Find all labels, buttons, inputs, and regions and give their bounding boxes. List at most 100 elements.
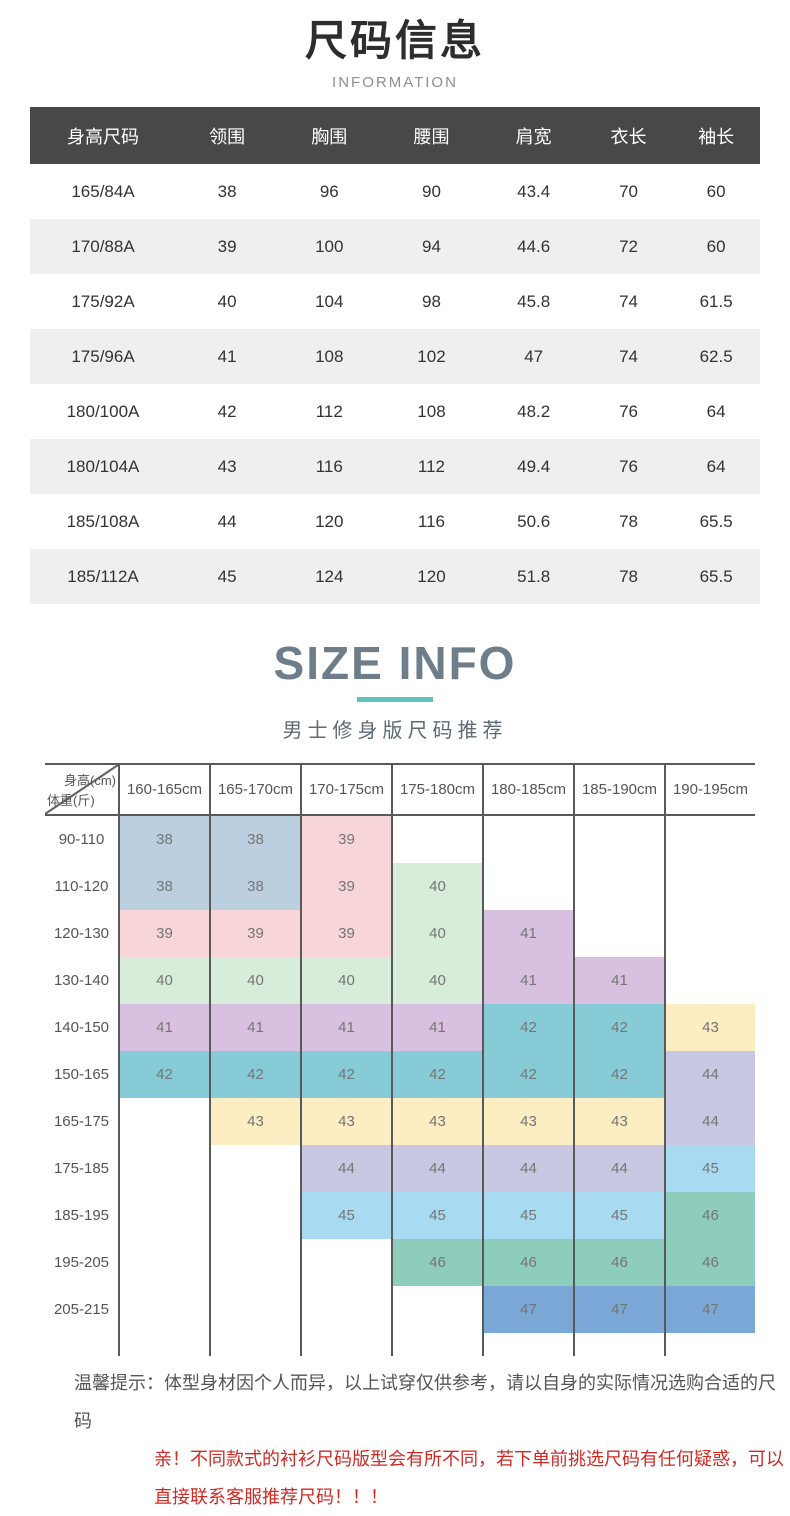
table-cell: 96 [319,181,339,201]
column-header: 胸围 [311,126,348,147]
weight-row-label: 185-195 [53,1207,110,1224]
note-line-3: 直接联系客服推荐尺码！！！ [154,1487,388,1507]
size-cell: 47 [664,1286,755,1333]
table-cell: 39 [217,236,237,256]
size-cell: 44 [300,1145,391,1192]
size-cell: 43 [664,1004,755,1051]
column-header: 袖长 [698,126,735,147]
table-cell: 108 [417,401,446,421]
size-cell: 44 [482,1145,573,1192]
empty-cell [209,1239,300,1286]
table-cell: 43 [217,456,237,476]
size-cell: 41 [391,1004,482,1051]
size-cell: 43 [300,1098,391,1145]
height-column-header: 175-180cm [391,763,482,816]
table-cell: 112 [315,401,343,421]
table-cell: 60 [706,181,726,201]
table-cell: 42 [217,401,237,421]
table-cell: 94 [422,236,441,256]
table-row: 175/92A 40 104 98 45.8 74 61.5 [30,274,760,329]
size-cell: 44 [664,1098,755,1145]
column-header: 领围 [209,126,246,147]
table-cell: 72 [619,236,638,256]
size-cell: 42 [118,1051,209,1098]
empty-cell [664,910,755,957]
table-cell: 41 [217,346,237,366]
size-cell: 41 [209,1004,300,1051]
size-cell: 41 [118,1004,209,1051]
weight-row-label: 165-175 [53,1113,110,1130]
size-cell: 44 [664,1051,755,1098]
measurement-table: 身高尺码 领围 胸围 腰围 肩宽 衣长 袖长 165/84A 38 96 90 43.4… [30,107,760,604]
size-cell: 45 [300,1192,391,1239]
table-cell: 98 [422,291,441,311]
column-header: 衣长 [610,126,647,147]
height-column-header: 160-165cm [118,763,209,816]
grid-corner-cell: 身高(cm) 体重(斤) [45,763,118,816]
table-row: 165/84A 38 96 90 43.4 70 60 [30,164,760,219]
empty-cell [573,910,664,957]
table-cell: 76 [619,456,638,476]
table-cell: 45.8 [517,291,551,311]
recommend-grid: 身高(cm) 体重(斤) 160-165cm 165-170cm 170-175… [45,763,790,1356]
table-cell: 49.4 [517,456,551,476]
size-cell: 42 [482,1004,573,1051]
grid-stub-cell [664,1333,755,1356]
table-cell: 70 [619,181,638,201]
table-cell: 165/84A [71,181,135,201]
table-cell: 116 [315,456,343,476]
size-cell: 39 [209,910,300,957]
empty-cell [482,816,573,863]
page-title: 尺码信息 [304,17,485,64]
empty-cell [118,1286,209,1333]
size-cell: 38 [209,816,300,863]
height-column-header: 165-170cm [209,763,300,816]
table-cell: 185/112A [67,566,139,586]
size-info-section: SIZE INFO 男士修身版尺码推荐 [0,638,790,743]
size-cell: 45 [664,1145,755,1192]
table-cell: 170/88A [71,236,135,256]
size-cell: 39 [300,910,391,957]
size-cell: 43 [209,1098,300,1145]
table-cell: 116 [417,511,446,531]
table-cell: 64 [706,401,726,421]
table-cell: 44 [217,511,237,531]
grid-stub-cell [300,1333,391,1356]
size-cell: 38 [118,863,209,910]
size-cell: 45 [391,1192,482,1239]
grid-stub-cell [482,1333,573,1356]
table-row: 175/96A 41 108 102 47 74 62.5 [30,329,760,384]
size-cell: 43 [573,1098,664,1145]
empty-cell [573,863,664,910]
grid-stub-cell [118,1333,209,1356]
size-cell: 47 [482,1286,573,1333]
empty-cell [118,1239,209,1286]
height-column-header: 190-195cm [664,763,755,816]
weight-row-label: 120-130 [53,925,110,942]
height-column-header: 180-185cm [482,763,573,816]
size-cell: 39 [300,863,391,910]
size-cell: 41 [300,1004,391,1051]
table-cell: 90 [422,181,441,201]
table-cell: 175/92A [71,291,135,311]
corner-weight-label: 体重(斤) [47,793,95,808]
table-cell: 65.5 [699,566,733,586]
size-cell: 42 [300,1051,391,1098]
table-cell: 74 [619,346,638,366]
note-line-1: 温馨提示：体型身材因个人而异，以上试穿仅供参考，请以自身的实际情况选购合适的尺码 [74,1364,790,1440]
height-column-header: 185-190cm [573,763,664,816]
table-cell: 74 [619,291,638,311]
empty-cell [391,1286,482,1333]
empty-cell [664,957,755,1004]
weight-row-label: 140-150 [53,1019,110,1036]
weight-row-label: 150-165 [53,1066,110,1083]
corner-height-label: 身高(cm) [64,773,116,788]
table-row: 185/108A 44 120 116 50.6 78 65.5 [30,494,760,549]
size-cell: 39 [118,910,209,957]
size-cell: 42 [573,1004,664,1051]
empty-cell [664,816,755,863]
size-cell: 40 [391,910,482,957]
table-row: 185/112A 45 124 120 51.8 78 65.5 [30,549,760,604]
table-cell: 65.5 [699,511,733,531]
size-cell: 40 [118,957,209,1004]
